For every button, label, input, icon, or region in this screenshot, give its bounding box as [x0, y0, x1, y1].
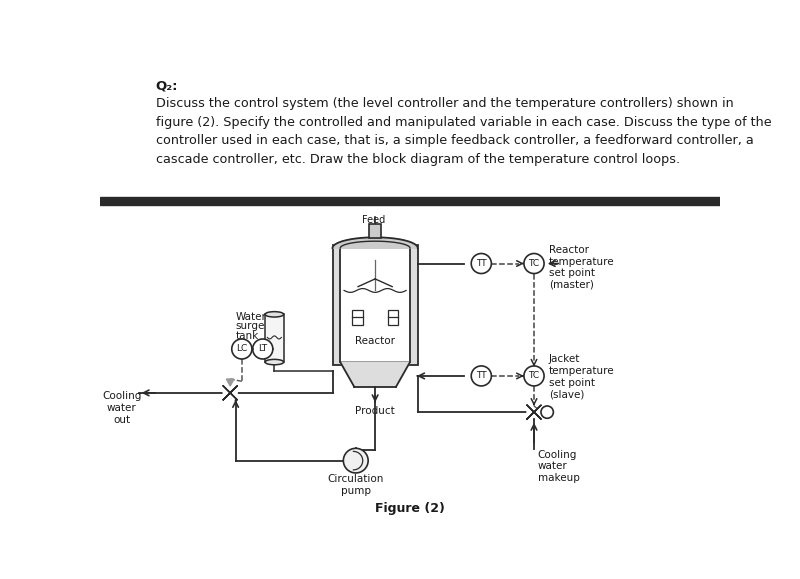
Text: controller used in each case, that is, a simple feedback controller, a feedforwa: controller used in each case, that is, a…	[156, 134, 754, 147]
Text: Circulation
pump: Circulation pump	[327, 475, 384, 496]
Polygon shape	[333, 237, 418, 248]
Text: LC: LC	[236, 345, 247, 354]
Text: Product: Product	[355, 406, 395, 416]
Bar	[352, 310, 362, 325]
Bar	[387, 310, 398, 325]
Text: surge: surge	[236, 321, 265, 331]
Text: LT: LT	[258, 345, 267, 354]
Polygon shape	[527, 405, 534, 419]
Text: Discuss the control system (the level controller and the temperature controllers: Discuss the control system (the level co…	[156, 97, 734, 110]
Circle shape	[471, 254, 491, 273]
Circle shape	[471, 366, 491, 386]
Circle shape	[524, 366, 544, 386]
Text: Reactor: Reactor	[355, 335, 395, 346]
Circle shape	[541, 406, 554, 418]
Text: Feed: Feed	[362, 215, 386, 225]
Text: TC: TC	[529, 259, 539, 268]
Circle shape	[524, 254, 544, 273]
Bar	[340, 248, 410, 362]
Circle shape	[343, 448, 368, 473]
Text: Jacket
temperature
set point
(slave): Jacket temperature set point (slave)	[549, 354, 614, 399]
Bar	[333, 245, 418, 365]
Text: figure (2). Specify the controlled and manipulated variable in each case. Discus: figure (2). Specify the controlled and m…	[156, 116, 771, 129]
Bar	[369, 224, 382, 238]
Polygon shape	[534, 405, 541, 419]
Text: Cooling
water
makeup: Cooling water makeup	[538, 450, 580, 483]
Circle shape	[232, 339, 252, 359]
Text: TC: TC	[529, 372, 539, 380]
Text: Q₂:: Q₂:	[156, 79, 178, 93]
Text: cascade controller, etc. Draw the block diagram of the temperature control loops: cascade controller, etc. Draw the block …	[156, 153, 680, 166]
Polygon shape	[340, 362, 410, 387]
Bar	[265, 314, 284, 362]
Ellipse shape	[265, 360, 284, 365]
Text: Reactor
temperature
set point
(master): Reactor temperature set point (master)	[549, 245, 614, 290]
Text: Water: Water	[236, 312, 266, 322]
Text: TT: TT	[476, 372, 486, 380]
Text: in: in	[369, 224, 378, 234]
Text: TT: TT	[476, 259, 486, 268]
Circle shape	[253, 339, 273, 359]
Polygon shape	[230, 386, 237, 400]
Bar	[100, 196, 720, 205]
Polygon shape	[226, 379, 234, 386]
Text: Figure (2): Figure (2)	[375, 502, 445, 515]
Ellipse shape	[265, 312, 284, 317]
Polygon shape	[223, 386, 230, 400]
Text: tank: tank	[236, 331, 259, 340]
Text: Cooling
water
out: Cooling water out	[102, 391, 142, 424]
